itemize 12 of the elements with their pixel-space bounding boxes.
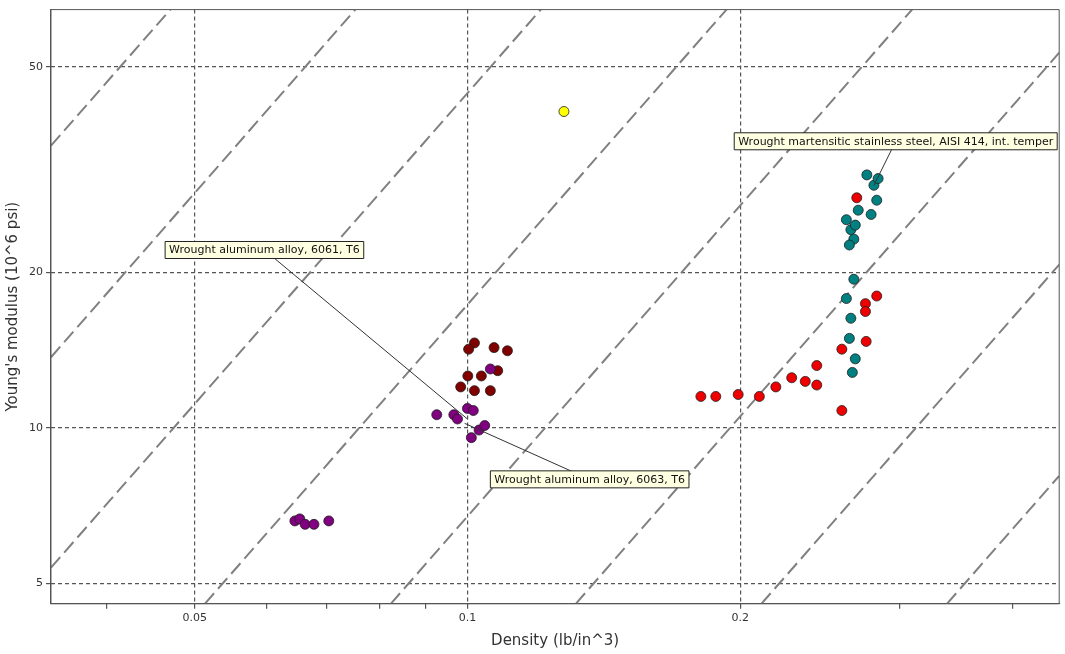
y-axis-title: Young's modulus (10^6 psi) <box>2 201 21 413</box>
x-axis-title: Density (lb/in^3) <box>491 630 620 649</box>
y-tick-label: 10 <box>29 420 43 434</box>
annotation: Wrought martensitic stainless steel, AISI 414, int. temper <box>738 134 1054 148</box>
y-tick-label: 50 <box>29 59 43 73</box>
x-tick-label: 0.1 <box>458 611 477 625</box>
annotation: Wrought aluminum alloy, 6063, T6 <box>494 472 685 486</box>
y-tick-label: 5 <box>36 576 43 590</box>
annotation: Wrought aluminum alloy, 6061, T6 <box>169 243 360 257</box>
x-tick-label: 0.2 <box>731 611 749 625</box>
y-tick-label: 20 <box>29 265 43 279</box>
x-tick-label: 0.05 <box>182 611 207 625</box>
